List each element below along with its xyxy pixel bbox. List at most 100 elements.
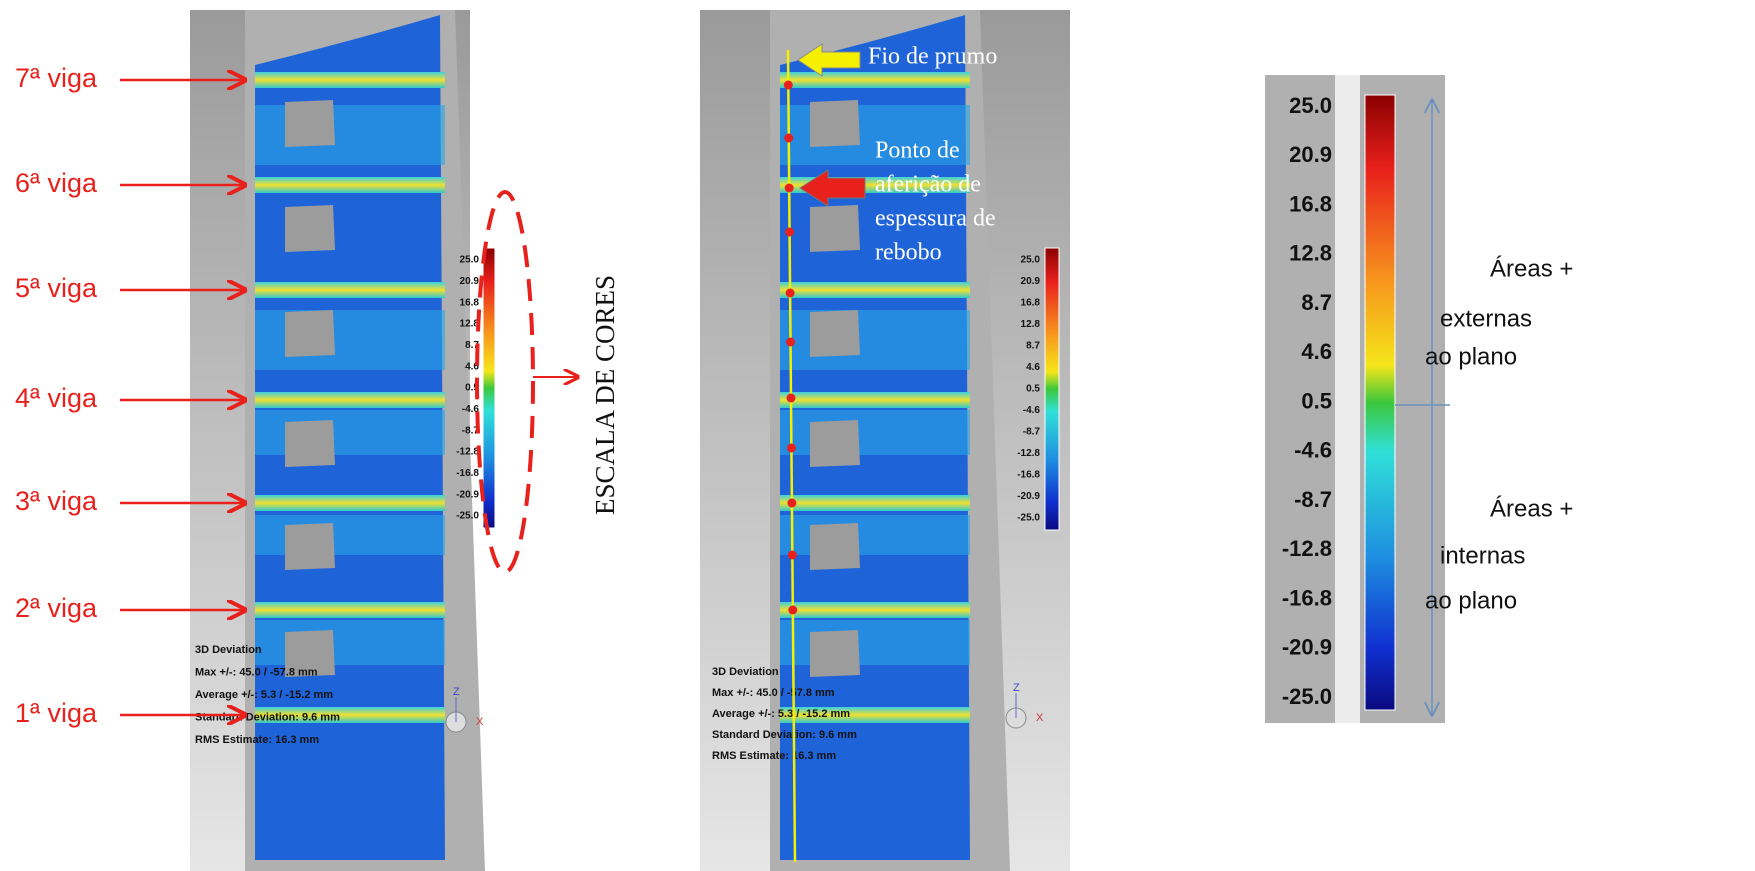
scale-label: 12.8	[1021, 319, 1041, 330]
area-label: ao plano	[1425, 587, 1517, 614]
band	[255, 105, 445, 165]
measure-point	[787, 498, 797, 508]
scale-label: -12.8	[1017, 448, 1040, 459]
beam-label: 2ª viga	[15, 593, 98, 623]
beam-label: 1ª viga	[15, 698, 98, 728]
beam	[780, 707, 970, 723]
beam	[255, 602, 445, 618]
caption-line: Average +/-: 5.3 / -15.2 mm	[195, 689, 333, 701]
beam	[780, 282, 970, 298]
beam	[780, 392, 970, 408]
scale-label: 0.5	[1301, 388, 1332, 413]
beam	[780, 495, 970, 511]
scale-label: 4.6	[1301, 339, 1332, 364]
scale-label: 8.7	[1301, 290, 1332, 315]
window	[285, 205, 335, 252]
caption-line: Standard Deviation: 9.6 mm	[712, 729, 857, 741]
scale-label: -4.6	[1294, 438, 1332, 463]
scale-label: 25.0	[1021, 255, 1041, 266]
window	[285, 310, 335, 357]
beam-label: 5ª viga	[15, 273, 98, 303]
scale-label: 4.6	[465, 361, 479, 372]
scale-label: -25.0	[1017, 513, 1040, 524]
beam	[255, 282, 445, 298]
beam-label: 7ª viga	[15, 63, 98, 93]
axis-x-label: X	[1036, 712, 1044, 724]
measure-point	[783, 80, 793, 90]
scale-label: -20.9	[456, 489, 479, 500]
scale-label: 16.8	[460, 297, 480, 308]
area-label: externas	[1440, 305, 1532, 332]
color-scale	[1364, 94, 1396, 711]
measure-point	[784, 183, 794, 193]
beam	[255, 495, 445, 511]
caption-line: Standard Deviation: 9.6 mm	[195, 711, 340, 723]
scale-title: ESCALA DE CORES	[590, 275, 620, 515]
window	[810, 100, 860, 147]
beam-label: 3ª viga	[15, 486, 98, 516]
color-scale	[1044, 247, 1060, 531]
caption-line: RMS Estimate: 16.3 mm	[195, 734, 319, 746]
scale-label: 25.0	[460, 255, 480, 266]
axis-z-label: Z	[1013, 682, 1020, 694]
window	[285, 630, 335, 677]
scale-label: -16.8	[456, 468, 479, 479]
scale-label: -25.0	[456, 511, 479, 522]
panel-stripe	[1335, 75, 1360, 723]
window	[285, 420, 335, 467]
scale-label: 20.9	[460, 276, 480, 287]
plumb-arrow	[797, 43, 861, 77]
point-label: espessura de	[875, 206, 996, 232]
window	[285, 100, 335, 147]
measure-point	[784, 133, 794, 143]
beam	[255, 707, 445, 723]
band	[780, 310, 970, 370]
point-arrow	[799, 169, 866, 207]
plumb-label: Fio de prumo	[868, 44, 997, 70]
window	[810, 630, 860, 677]
scale-label: 16.8	[1289, 191, 1332, 216]
beam-label: 6ª viga	[15, 168, 98, 198]
band	[255, 515, 445, 555]
scale-label: 0.5	[1026, 384, 1040, 395]
scale-label: -16.8	[1282, 585, 1332, 610]
area-label: internas	[1440, 542, 1525, 569]
band	[780, 410, 970, 455]
caption-line: Average +/-: 5.3 / -15.2 mm	[712, 708, 850, 720]
color-scale	[482, 247, 496, 529]
measure-point	[787, 550, 797, 560]
caption-line: 3D Deviation	[712, 666, 779, 678]
scale-label: -8.7	[1023, 427, 1041, 438]
scale-label: 20.9	[1021, 276, 1041, 287]
band	[780, 515, 970, 555]
scale-label: 8.7	[465, 340, 479, 351]
scale-label: -16.8	[1017, 470, 1040, 481]
scale-label: 0.5	[465, 383, 479, 394]
area-label: Áreas +	[1490, 255, 1573, 282]
scale-label: 8.7	[1026, 341, 1040, 352]
beam	[255, 177, 445, 193]
scale-label: -25.0	[1282, 684, 1332, 709]
scale-label: -8.7	[462, 425, 480, 436]
scale-label: 20.9	[1289, 142, 1332, 167]
scale-label: -8.7	[1294, 487, 1332, 512]
beam	[255, 392, 445, 408]
band	[255, 410, 445, 455]
window	[810, 420, 860, 467]
point-label: aferição de	[875, 172, 981, 198]
caption-line: RMS Estimate: 16.3 mm	[712, 750, 836, 762]
scale-label: 16.8	[1021, 298, 1041, 309]
window	[810, 205, 860, 252]
scale-label: 12.8	[460, 319, 480, 330]
beam-label: 4ª viga	[15, 383, 98, 413]
scale-label: 25.0	[1289, 93, 1332, 118]
scale-label: 4.6	[1026, 362, 1040, 373]
measure-point	[785, 227, 795, 237]
scale-label: 12.8	[1289, 241, 1332, 266]
window	[285, 523, 335, 570]
measure-point	[786, 337, 796, 347]
measure-point	[785, 288, 795, 298]
measure-point	[788, 605, 798, 615]
band	[255, 310, 445, 370]
